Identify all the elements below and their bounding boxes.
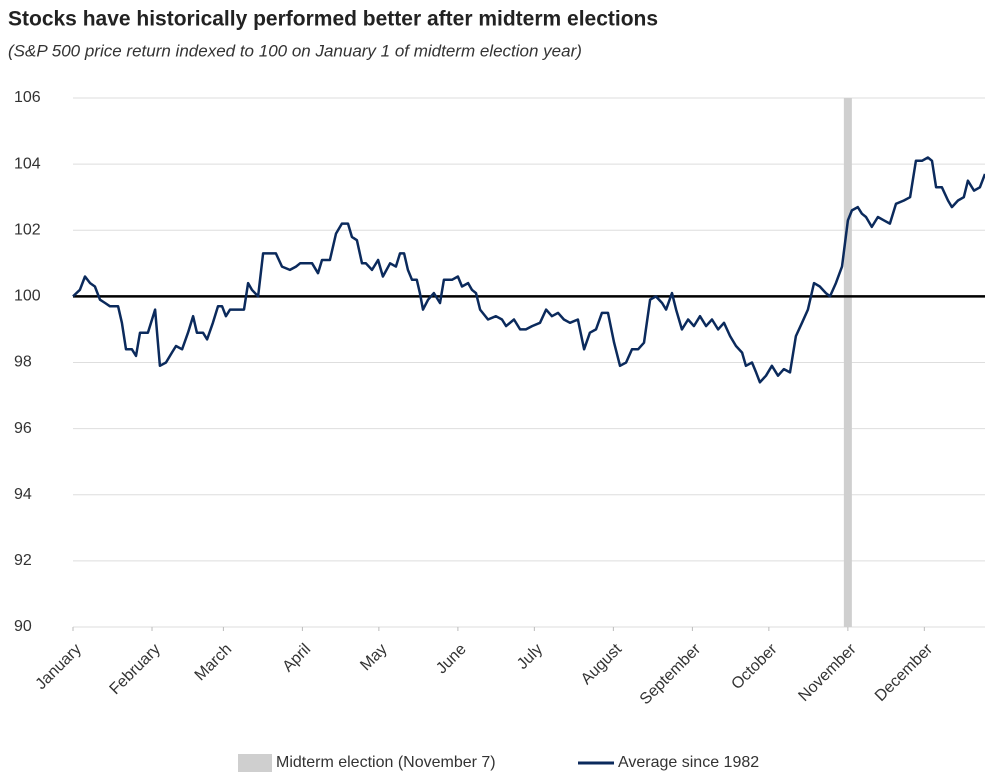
legend-label: Average since 1982 [618,754,759,771]
x-tick-label: February [107,641,164,698]
y-tick-label: 96 [14,420,32,437]
y-tick-label: 106 [14,89,41,106]
y-tick-label: 94 [14,486,32,503]
chart-subtitle: (S&P 500 price return indexed to 100 on … [8,41,582,60]
x-tick-label: May [357,641,390,674]
y-tick-label: 98 [14,354,32,371]
x-tick-label: July [514,641,546,673]
x-tick-label: April [280,641,315,676]
y-tick-label: 92 [14,552,32,569]
x-tick-label: June [433,641,470,678]
election-band [843,98,852,627]
legend-swatch [238,754,272,772]
y-tick-label: 100 [14,288,41,305]
x-tick-label: November [795,640,860,705]
x-tick-label: January [33,641,85,693]
x-tick-label: September [637,640,705,708]
x-tick-label: October [728,640,781,693]
x-tick-label: December [872,640,937,705]
y-tick-label: 90 [14,618,32,635]
y-tick-label: 104 [14,155,41,172]
x-tick-label: March [192,641,235,684]
x-tick-label: August [578,640,626,688]
y-tick-label: 102 [14,221,41,238]
series-line [72,156,985,384]
chart-title: Stocks have historically performed bette… [8,8,658,31]
legend-label: Midterm election (November 7) [276,754,496,771]
